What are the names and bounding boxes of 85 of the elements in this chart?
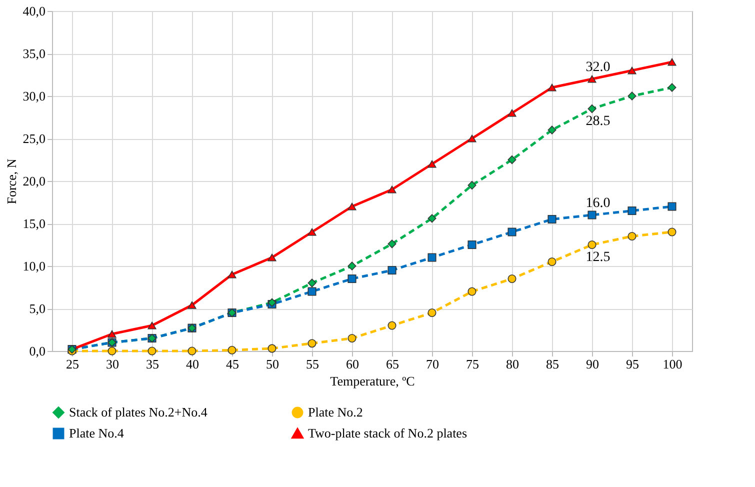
x-tick-label: 80: [506, 356, 519, 372]
point: [628, 66, 636, 74]
point: [548, 214, 556, 224]
point: [148, 322, 156, 330]
point: [508, 109, 516, 117]
y-tick-label: 15,0: [22, 216, 46, 231]
point: [348, 334, 356, 343]
point: [548, 126, 556, 134]
point: [108, 330, 116, 338]
annotation: 28.5: [586, 114, 610, 129]
point: [428, 308, 436, 318]
point: [428, 214, 436, 223]
point: [428, 160, 436, 168]
point: [508, 228, 516, 236]
x-tick-label: 45: [226, 356, 239, 372]
annotation: 16.0: [586, 196, 610, 211]
x-tick-label: 60: [346, 356, 359, 372]
point: [268, 344, 276, 353]
point: [188, 346, 196, 356]
y-tick-label: 40,0: [22, 4, 46, 18]
x-tick-label: 75: [466, 356, 479, 372]
legend-label: Plate No.2: [308, 404, 363, 420]
point: [508, 274, 516, 284]
x-tick-label: 65: [386, 356, 399, 372]
y-tick-label: 35,0: [22, 46, 46, 61]
point: [468, 134, 476, 142]
point: [468, 287, 476, 296]
point: [588, 104, 596, 114]
point: [108, 346, 116, 356]
point: [588, 75, 596, 83]
point: [388, 240, 396, 248]
point: [348, 202, 356, 210]
point: [268, 254, 276, 262]
x-tick-label: 90: [586, 356, 599, 372]
point: [188, 301, 196, 309]
point: [308, 339, 316, 348]
point: [228, 346, 236, 354]
x-tick-label: 70: [426, 356, 439, 372]
point: [548, 84, 556, 92]
point: [388, 321, 396, 330]
x-tick-label: 25: [66, 356, 79, 372]
x-tick-label: 30: [106, 356, 119, 372]
point: [428, 253, 436, 262]
point: [348, 274, 356, 284]
legend-label: Stack of plates No.2+No.4: [69, 404, 208, 420]
legend-label: Plate No.4: [69, 426, 124, 440]
y-tick-label: 10,0: [22, 258, 46, 274]
annotation: 32.0: [586, 60, 610, 75]
point: [628, 232, 636, 241]
point: [148, 346, 156, 356]
y-tick-label: 25,0: [22, 131, 46, 146]
point: [388, 266, 396, 275]
point: [308, 228, 316, 236]
y-axis-title: Force, N: [4, 158, 19, 204]
x-tick-label: 40: [186, 356, 199, 372]
x-tick-label: 100: [662, 356, 682, 372]
point: [668, 202, 676, 211]
point: [588, 210, 596, 220]
point: [668, 83, 676, 92]
legend-label: Two-plate stack of No.2 plates: [308, 426, 468, 440]
y-tick-label: 5,0: [29, 301, 46, 316]
y-tick-label: 30,0: [22, 88, 46, 104]
y-tick-label: 0,0: [29, 344, 46, 358]
point: [348, 262, 356, 270]
point: [668, 228, 676, 236]
point: [548, 257, 556, 266]
x-tick-label: 85: [546, 356, 559, 372]
point: [228, 270, 236, 278]
point: [508, 155, 516, 164]
point: [468, 240, 476, 250]
point: [388, 186, 396, 194]
x-tick-label: 50: [266, 356, 279, 372]
annotation: 12.5: [586, 250, 610, 265]
point: [628, 206, 636, 216]
x-tick-label: 95: [626, 356, 639, 372]
x-tick-label: 35: [146, 356, 159, 372]
point: [308, 287, 316, 296]
point: [308, 278, 316, 288]
y-tick-label: 20,0: [22, 174, 46, 188]
point: [588, 240, 596, 250]
point: [668, 58, 676, 66]
x-tick-label: 55: [306, 356, 319, 372]
point: [628, 92, 636, 100]
point: [468, 180, 476, 190]
x-axis-title: Temperature, ºC: [330, 374, 415, 388]
